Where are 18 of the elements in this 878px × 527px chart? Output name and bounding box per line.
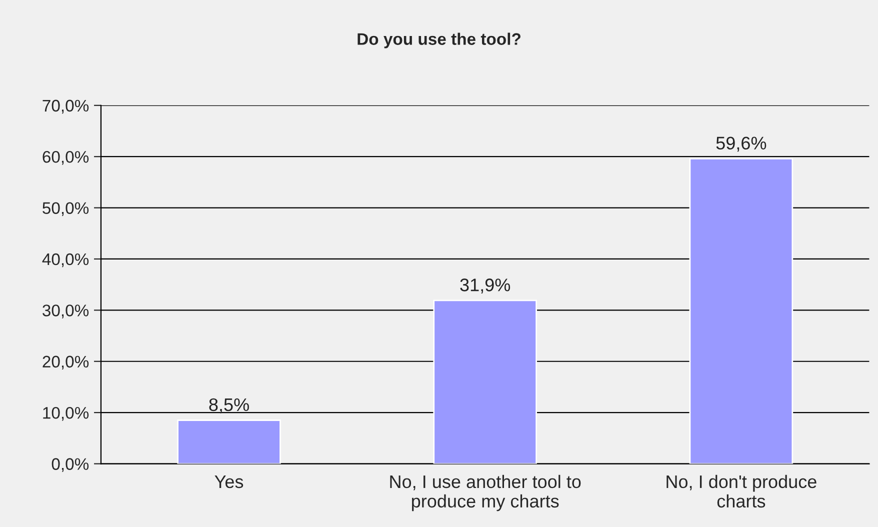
y-tick-label: 40,0% <box>42 253 89 268</box>
bar <box>433 300 538 464</box>
x-tick-label: No, I use another tool to produce my charts <box>390 474 581 512</box>
y-tick-label: 20,0% <box>42 356 89 370</box>
data-label: 31,9% <box>460 278 510 294</box>
bar <box>177 420 281 464</box>
x-tick-label: Yes <box>214 476 244 488</box>
y-tick-label: 0,0% <box>52 458 89 472</box>
y-tick-label: 50,0% <box>42 202 89 216</box>
data-label: 8,5% <box>209 398 249 414</box>
x-tick-label: No, I don't produce charts <box>666 474 816 508</box>
data-label: 59,6% <box>716 136 766 152</box>
chart-title: Do you use the tool? <box>358 32 520 48</box>
y-tick-label: 60,0% <box>42 150 89 165</box>
y-tick-label: 30,0% <box>42 304 89 318</box>
y-tick-label: 70,0% <box>42 100 89 114</box>
y-tick-label: 10,0% <box>43 406 89 421</box>
bar <box>689 158 794 464</box>
